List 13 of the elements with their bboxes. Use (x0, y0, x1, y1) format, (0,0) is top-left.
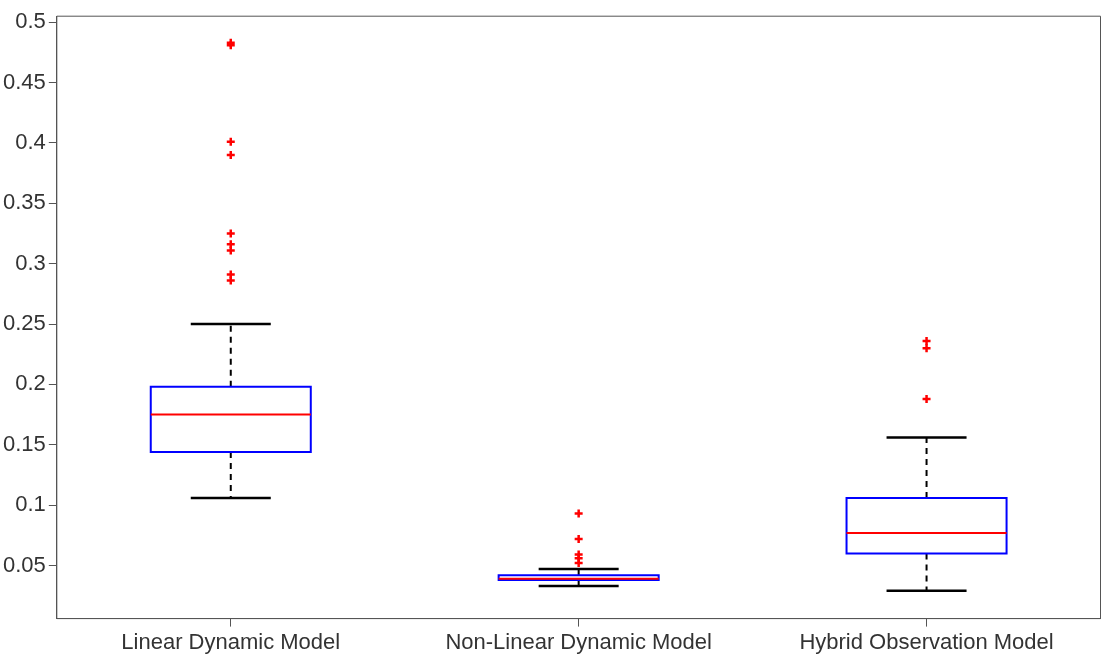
y-tick-label: 0.15 (2, 430, 46, 456)
x-tick-label: Linear Dynamic Model (121, 628, 341, 654)
y-tick-label: 0.1 (15, 491, 46, 517)
y-tick-label: 0.2 (15, 370, 46, 396)
y-tick-label: 0.45 (2, 68, 46, 94)
y-tick-label: 0.05 (2, 551, 46, 577)
y-tick-label: 0.25 (2, 310, 46, 336)
x-tick-label: Hybrid Observation Model (799, 628, 1054, 654)
y-tick-label: 0.5 (15, 8, 46, 34)
y-tick-label: 0.35 (2, 189, 46, 215)
x-tick-label: Non-Linear Dynamic Model (445, 628, 712, 654)
y-tick-label: 0.4 (15, 129, 46, 155)
y-tick-label: 0.3 (15, 249, 46, 275)
